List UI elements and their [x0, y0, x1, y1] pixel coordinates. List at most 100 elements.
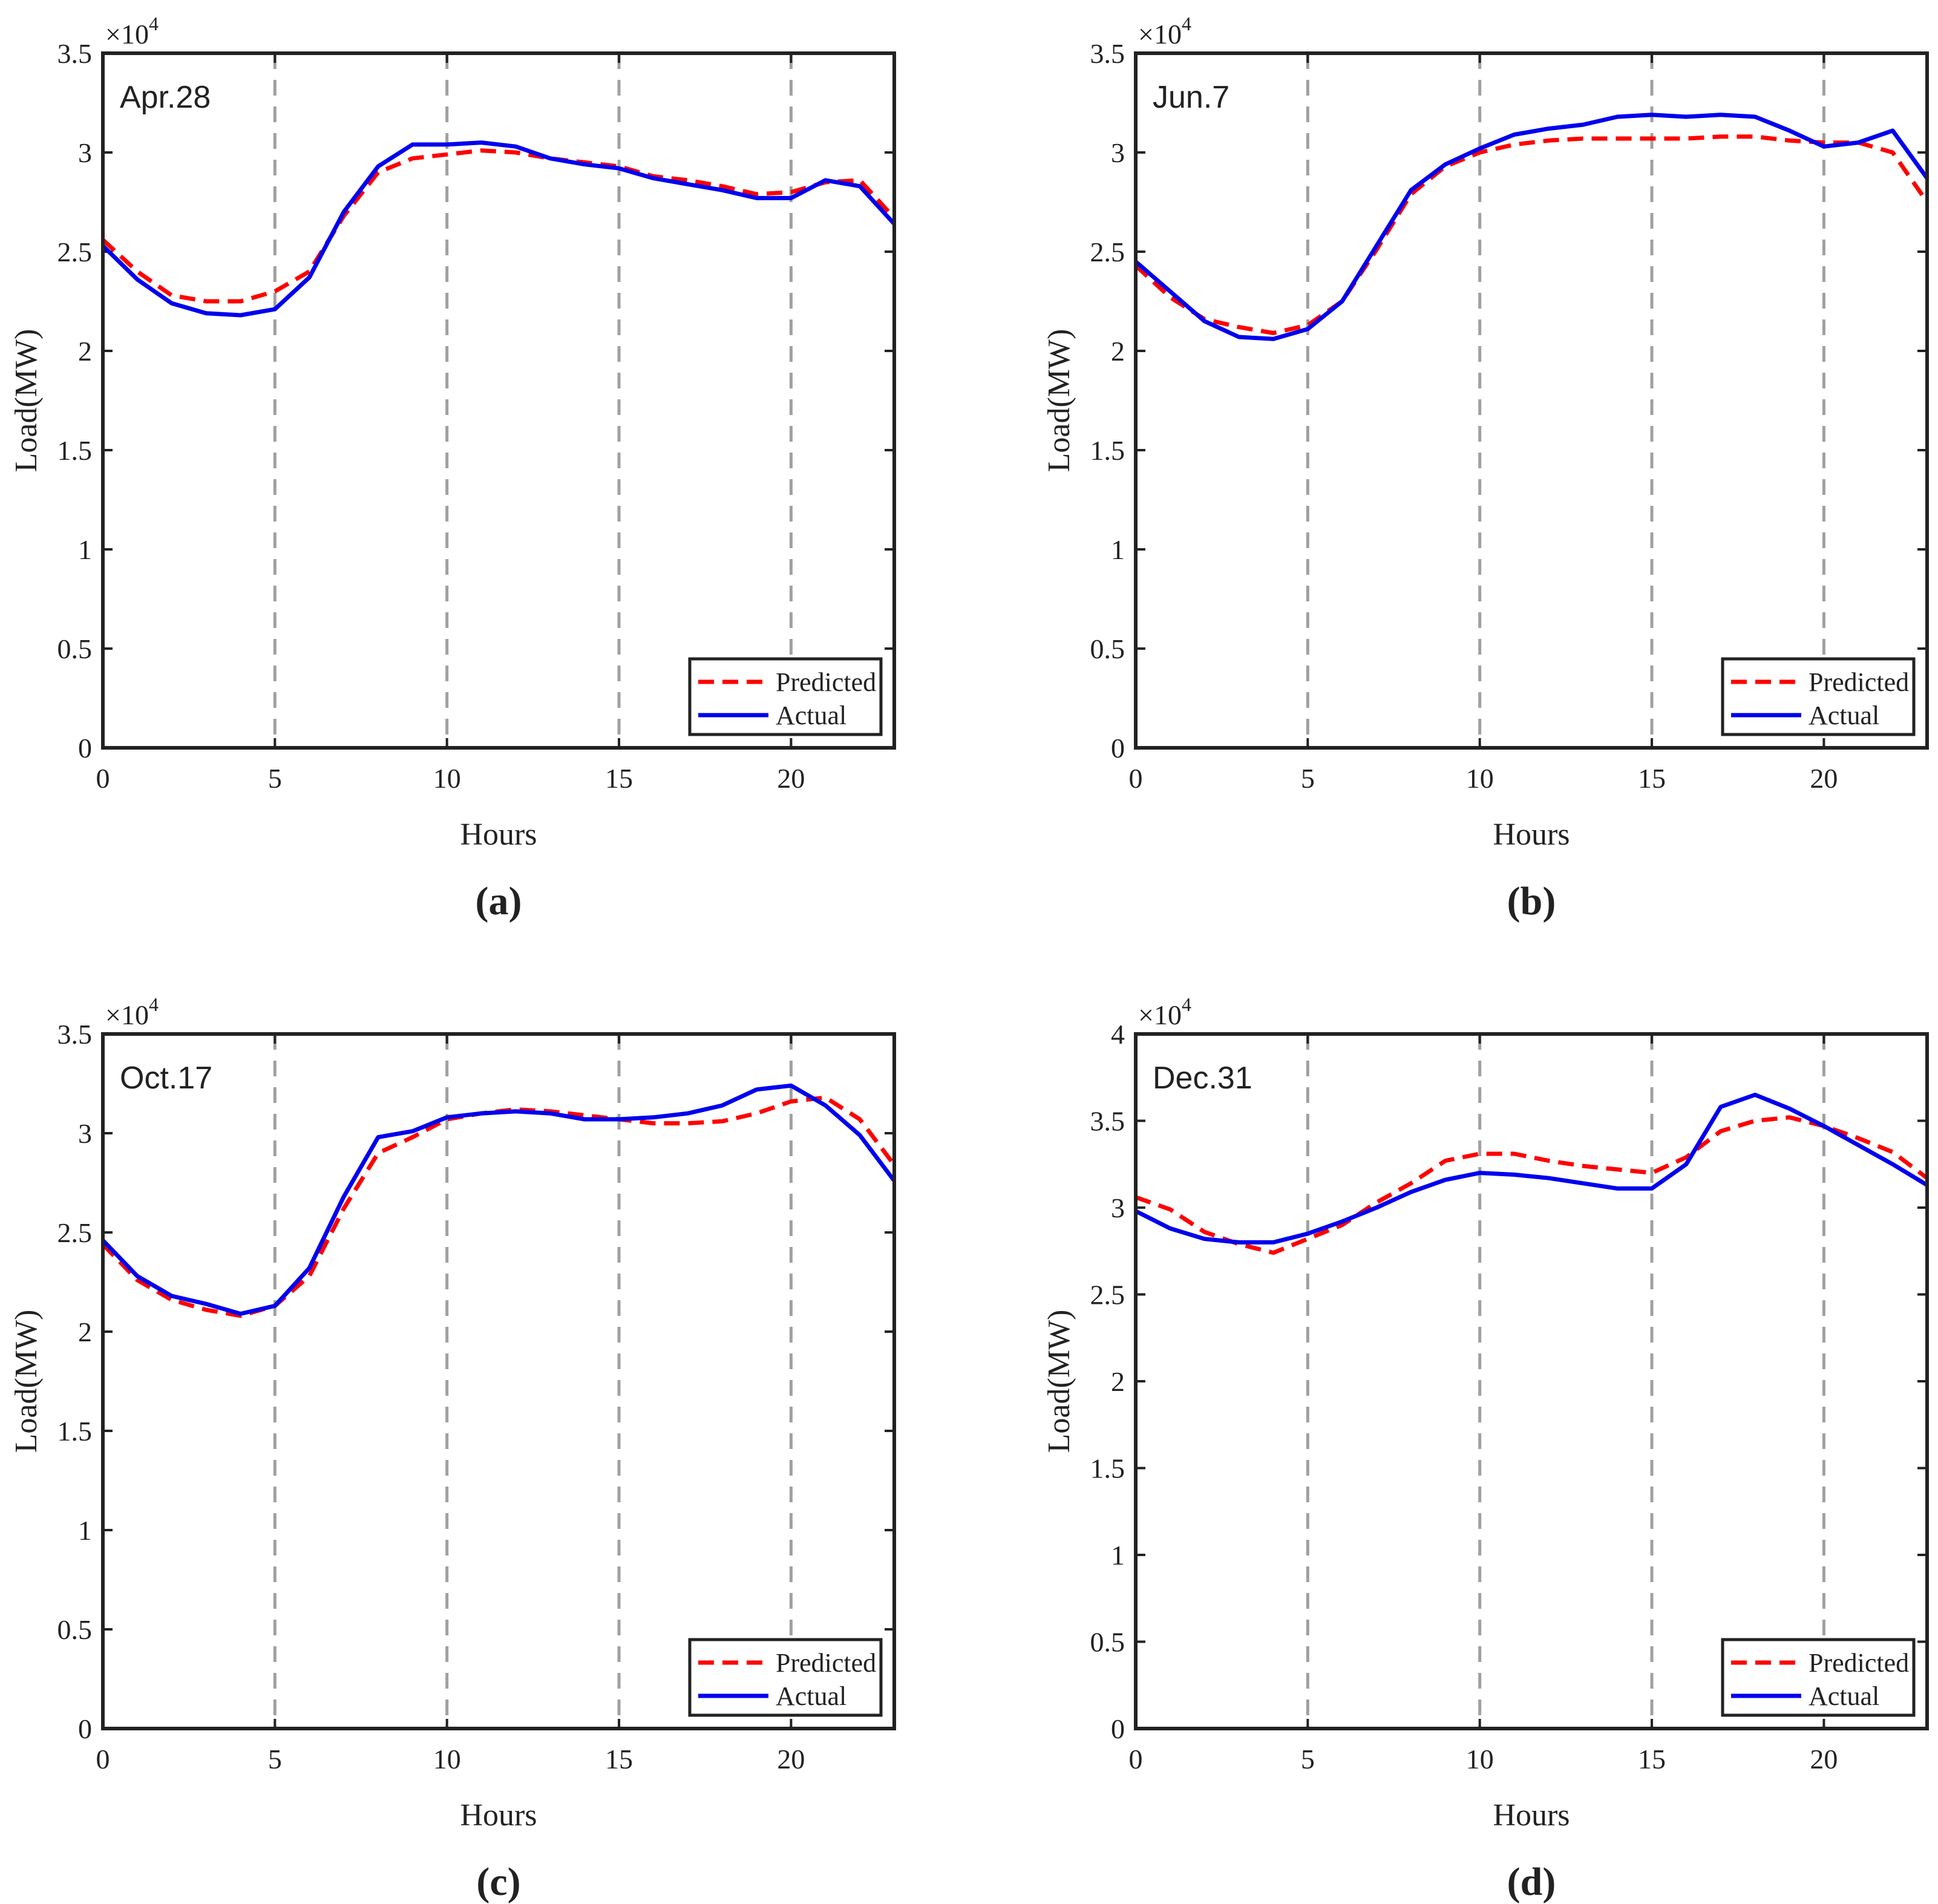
plot-frame	[1134, 51, 1929, 750]
x-tick-label: 15	[605, 1744, 633, 1775]
y-multiplier-label: ×104	[1138, 993, 1191, 1030]
predicted-series-line	[1134, 134, 1929, 335]
legend-entry-label: Predicted	[776, 1648, 876, 1678]
date-annotation: Dec.31	[1153, 1061, 1252, 1096]
y-tick-label: 1	[1111, 534, 1125, 565]
x-tick-label: 5	[1301, 763, 1315, 794]
panel-caption: (b)	[1507, 879, 1556, 923]
y-tick-label: 3	[1111, 1192, 1125, 1223]
y-tick-label: 1	[78, 534, 92, 565]
panel-caption: (d)	[1507, 1860, 1556, 1904]
panel-b: 0 5 10 15 20 0 0.5 1 1.5 2 2.5 3 3.5 ×104 Jun.7 Hours Lo…	[1042, 13, 1929, 923]
legend-entry-label: Predicted	[776, 667, 876, 697]
x-tick-label: 20	[1810, 1744, 1838, 1775]
panel-caption: (c)	[476, 1860, 520, 1904]
y-tick-label: 3	[78, 137, 92, 168]
plot-frame	[101, 51, 896, 750]
y-multiplier-label: ×104	[105, 13, 159, 50]
y-axis-label: Load(MW)	[1042, 329, 1076, 473]
y-tick-label: 1.5	[57, 1416, 93, 1447]
legend-box	[1721, 657, 1916, 736]
date-annotation: Oct.17	[120, 1061, 212, 1096]
legend-entry-label: Actual	[1809, 701, 1879, 730]
x-tick-label: 10	[433, 763, 461, 794]
y-tick-label: 2.5	[57, 1217, 93, 1248]
panel-caption: (a)	[476, 879, 522, 923]
y-tick-label: 2.5	[57, 237, 93, 267]
legend-entry-label: Actual	[776, 1681, 846, 1711]
y-tick-label: 0.5	[1090, 1627, 1125, 1658]
x-tick-label: 5	[268, 763, 282, 794]
legend-entry-label: Predicted	[1809, 667, 1909, 697]
y-tick-label: 3.5	[57, 38, 93, 69]
x-tick-label: 20	[1810, 763, 1838, 794]
x-tick-label: 15	[1638, 1744, 1666, 1775]
y-tick-label: 1	[78, 1515, 92, 1546]
x-axis-label: Hours	[460, 817, 537, 852]
y-tick-label: 1.5	[1090, 1453, 1125, 1484]
y-multiplier-label: ×104	[1138, 13, 1191, 50]
y-axis-label: Load(MW)	[1042, 1310, 1076, 1453]
y-tick-label: 0	[1111, 1713, 1125, 1744]
x-axis-label: Hours	[1493, 1798, 1570, 1833]
date-annotation: Apr.28	[120, 80, 211, 115]
y-tick-label: 0	[1111, 733, 1125, 764]
panel-c: 0 5 10 15 20 0 0.5 1 1.5 2 2.5 3 3.5 ×104 Oct.17 Hours L…	[9, 993, 896, 1904]
legend: Predicted Actual	[1721, 657, 1916, 736]
y-axis-label: Load(MW)	[9, 1310, 44, 1453]
y-tick-label: 3.5	[57, 1019, 93, 1050]
y-tick-label: 2	[78, 336, 92, 367]
y-tick-label: 0	[78, 1713, 92, 1744]
x-tick-label: 15	[605, 763, 633, 794]
y-tick-label: 3.5	[1090, 1106, 1125, 1137]
x-tick-label: 10	[433, 1744, 461, 1775]
x-axis-label: Hours	[460, 1798, 537, 1833]
y-tick-label: 2.5	[1090, 237, 1125, 267]
y-axis-label: Load(MW)	[9, 329, 44, 473]
y-tick-label: 3	[1111, 137, 1125, 168]
plot-frame	[101, 1032, 896, 1730]
legend-box	[688, 1638, 883, 1717]
legend-entry-label: Actual	[1809, 1681, 1879, 1711]
actual-series-line	[1134, 113, 1929, 341]
y-tick-label: 3.5	[1090, 38, 1125, 69]
panel-a: 0 5 10 15 20 0 0.5 1 1.5 2 2.5 3 3.5 ×104 Apr.28 Hours L…	[9, 13, 896, 923]
actual-series-line	[101, 140, 896, 318]
plot-frame	[1134, 1032, 1929, 1730]
y-tick-label: 0.5	[57, 633, 93, 664]
date-annotation: Jun.7	[1153, 80, 1229, 115]
y-tick-label: 3	[78, 1118, 92, 1149]
x-tick-label: 0	[96, 1744, 110, 1775]
y-tick-label: 0.5	[1090, 633, 1125, 664]
predicted-series-line	[101, 1095, 896, 1318]
y-tick-label: 2	[1111, 336, 1125, 367]
legend: Predicted Actual	[688, 657, 883, 736]
y-multiplier-label: ×104	[105, 993, 159, 1030]
legend-entry-label: Predicted	[1809, 1648, 1909, 1678]
x-tick-label: 5	[1301, 1744, 1315, 1775]
y-tick-label: 4	[1111, 1019, 1125, 1050]
actual-series-line	[1134, 1093, 1928, 1245]
panel-d: 0 5 10 15 20 0 0.5 1 1.5 2 2.5 3 3.5 4 ×104 Dec.31 Hours…	[1042, 993, 1929, 1904]
predicted-series-line	[101, 148, 896, 304]
x-tick-label: 0	[96, 763, 110, 794]
x-tick-label: 0	[1129, 1744, 1143, 1775]
x-tick-label: 20	[777, 1744, 805, 1775]
y-tick-label: 1.5	[1090, 435, 1125, 466]
x-tick-label: 0	[1129, 763, 1143, 794]
x-tick-label: 5	[268, 1744, 282, 1775]
x-tick-label: 15	[1638, 763, 1666, 794]
y-tick-label: 1	[1111, 1540, 1125, 1571]
x-tick-label: 10	[1466, 763, 1494, 794]
legend-entry-label: Actual	[776, 701, 846, 730]
actual-series-line	[101, 1083, 896, 1316]
x-tick-label: 20	[777, 763, 805, 794]
y-tick-label: 0	[78, 733, 92, 764]
y-tick-label: 0.5	[57, 1614, 93, 1645]
legend-box	[1721, 1638, 1916, 1717]
legend-box	[688, 657, 883, 736]
x-tick-label: 10	[1466, 1744, 1494, 1775]
